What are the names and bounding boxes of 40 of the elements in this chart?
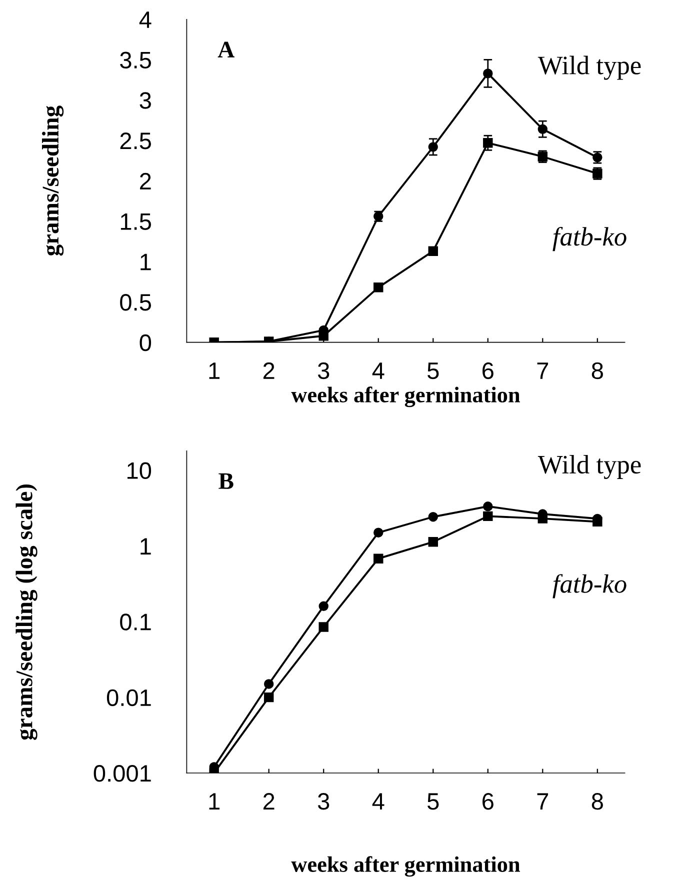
y-tick-label: 3 bbox=[140, 92, 151, 109]
x-tick-label: 7 bbox=[537, 362, 548, 379]
x-tick-label: 4 bbox=[372, 793, 384, 810]
x-axis-title: weeks after germination bbox=[291, 856, 520, 877]
y-tick-label: 0.5 bbox=[120, 294, 151, 311]
y-axis-title: grams/seedling (log scale) bbox=[16, 484, 38, 740]
x-tick-label: 7 bbox=[537, 793, 548, 810]
x-tick-label: 8 bbox=[592, 362, 603, 380]
x-tick-label: 1 bbox=[209, 793, 220, 810]
x-tick-label: 4 bbox=[372, 362, 384, 379]
y-axis-title: grams/seedling bbox=[42, 106, 64, 256]
x-axis-title: weeks after germination bbox=[291, 386, 520, 408]
text: fatb-ko bbox=[552, 226, 626, 252]
x-tick-label: 6 bbox=[482, 362, 494, 380]
y-tick-label: 0.001 bbox=[94, 765, 151, 782]
y-tick-label: 1 bbox=[140, 538, 151, 554]
x-tick-label: 2 bbox=[263, 793, 274, 810]
x-tick-label: 3 bbox=[318, 793, 330, 810]
y-tick-label: 2.5 bbox=[120, 132, 151, 150]
x-tick-label: 6 bbox=[482, 793, 494, 810]
series-label: fatb-ko bbox=[552, 574, 626, 598]
series-label: Wild type bbox=[538, 455, 641, 480]
x-tick-label: 1 bbox=[209, 362, 220, 379]
x-tick-label: 8 bbox=[592, 793, 603, 810]
y-tick-label: 1 bbox=[140, 254, 151, 270]
text: A bbox=[218, 42, 234, 58]
series-label: Wild type bbox=[538, 56, 641, 80]
y-tick-label: 10 bbox=[128, 462, 152, 480]
y-tick-label: 0.1 bbox=[120, 614, 151, 630]
y-tick-label: 4 bbox=[139, 12, 152, 28]
x-tick-label: 3 bbox=[318, 362, 330, 380]
x-tick-label: 5 bbox=[428, 362, 439, 380]
x-tick-label: 2 bbox=[263, 362, 274, 379]
y-tick-label: 2 bbox=[140, 172, 151, 190]
text: B bbox=[218, 473, 234, 489]
y-tick-label: 0 bbox=[140, 334, 152, 352]
x-tick-label: 5 bbox=[428, 793, 439, 810]
y-tick-label: 3.5 bbox=[120, 52, 151, 69]
y-tick-label: 1.5 bbox=[120, 214, 151, 230]
y-tick-label: 0.01 bbox=[106, 689, 151, 706]
